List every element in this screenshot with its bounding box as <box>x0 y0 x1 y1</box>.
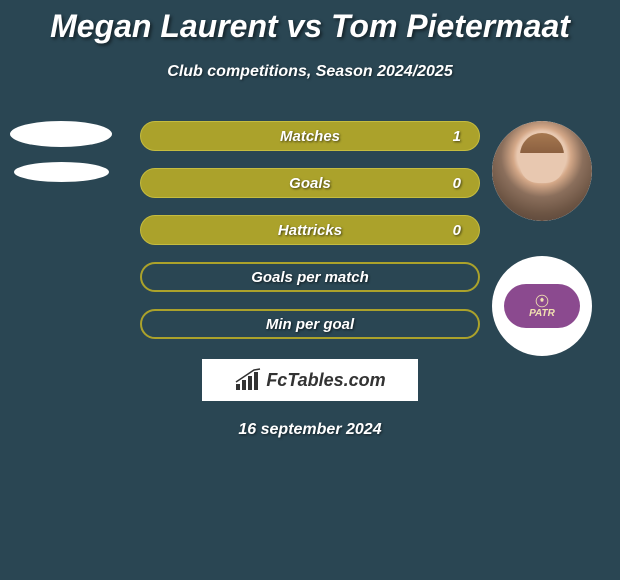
club-badge: PATR <box>504 284 580 328</box>
club-right-avatar: PATR <box>492 256 592 356</box>
stat-value: 0 <box>453 175 461 192</box>
football-icon <box>535 294 549 308</box>
fctables-logo-box: FcTables.com <box>202 359 418 401</box>
stat-value: 0 <box>453 222 461 239</box>
stat-bar-hattricks: Hattricks 0 <box>140 215 480 245</box>
comparison-date: 16 september 2024 <box>0 421 620 439</box>
stat-label: Min per goal <box>266 316 354 333</box>
player-right-avatar <box>492 121 592 221</box>
stat-label: Hattricks <box>278 222 342 239</box>
stat-value: 1 <box>453 128 461 145</box>
stats-area: Matches 1 Goals 0 Hattricks 0 Goals per … <box>140 121 480 339</box>
bar-chart-icon <box>234 368 262 392</box>
logo-text: FcTables.com <box>266 370 385 391</box>
stat-bar-goals-per-match: Goals per match <box>140 262 480 292</box>
player-photo <box>492 121 592 221</box>
club-badge-text: PATR <box>529 308 555 319</box>
stat-bar-goals: Goals 0 <box>140 168 480 198</box>
stat-bar-min-per-goal: Min per goal <box>140 309 480 339</box>
comparison-title: Megan Laurent vs Tom Pietermaat <box>0 0 620 45</box>
player-right-area: PATR <box>492 121 592 356</box>
player-left-placeholder-1 <box>10 121 112 147</box>
stat-label: Goals <box>289 175 331 192</box>
stat-label: Matches <box>280 128 340 145</box>
player-left-placeholder-2 <box>14 162 109 182</box>
season-subtitle: Club competitions, Season 2024/2025 <box>0 63 620 81</box>
stat-bar-matches: Matches 1 <box>140 121 480 151</box>
player-left-area <box>10 121 112 182</box>
content-area: PATR Matches 1 Goals 0 Hattricks 0 Goals… <box>0 121 620 439</box>
stat-label: Goals per match <box>251 269 369 286</box>
